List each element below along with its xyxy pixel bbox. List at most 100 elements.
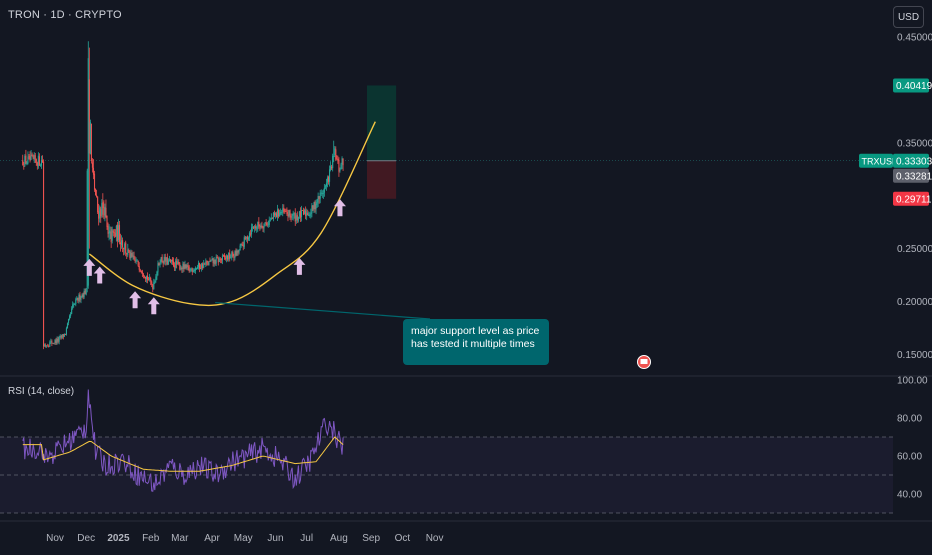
candle-body bbox=[322, 192, 324, 194]
candle-body bbox=[204, 263, 206, 265]
candle-body bbox=[190, 268, 192, 270]
candle-body bbox=[297, 216, 299, 221]
candle-body bbox=[329, 169, 331, 182]
candle-body bbox=[90, 123, 92, 161]
candle-body bbox=[326, 177, 329, 183]
candle-body bbox=[316, 202, 318, 205]
rsi-tick-label: 60.00 bbox=[897, 452, 922, 463]
candle-body bbox=[175, 261, 177, 268]
candle-body bbox=[318, 196, 320, 200]
rsi-pane bbox=[0, 389, 893, 514]
rsi-ma-line[interactable] bbox=[22, 436, 344, 472]
candle-body bbox=[159, 263, 161, 265]
support-arrows bbox=[83, 199, 651, 369]
candle-body bbox=[80, 297, 82, 300]
candle-body bbox=[230, 257, 232, 259]
candle-body bbox=[36, 162, 38, 166]
candle-body bbox=[304, 209, 306, 215]
candle-body bbox=[206, 261, 208, 263]
candle-body bbox=[129, 251, 131, 259]
symbol-tag[interactable]: TRXUSD bbox=[862, 156, 900, 166]
candle-body bbox=[311, 205, 313, 214]
time-tick-label: May bbox=[234, 533, 253, 544]
candle-body bbox=[23, 166, 25, 168]
candle-body bbox=[182, 263, 184, 270]
candle-body bbox=[309, 214, 311, 216]
price-tick-label: 0.25000 bbox=[897, 244, 932, 255]
candle-body bbox=[331, 166, 333, 169]
candle-body bbox=[327, 176, 330, 182]
up-arrow-icon[interactable] bbox=[83, 258, 96, 276]
candle-body bbox=[201, 263, 203, 269]
candle-body bbox=[30, 155, 32, 160]
candle-body bbox=[320, 192, 322, 194]
candle-body bbox=[96, 195, 98, 197]
candle-body bbox=[213, 259, 215, 264]
candle-body bbox=[177, 261, 179, 265]
position-target-zone[interactable] bbox=[367, 85, 397, 161]
candle-body bbox=[98, 211, 100, 219]
up-arrow-icon[interactable] bbox=[147, 297, 160, 315]
candle-body bbox=[195, 268, 197, 270]
candle-body bbox=[104, 206, 106, 217]
up-arrow-icon[interactable] bbox=[129, 291, 142, 309]
support-curve-line[interactable] bbox=[88, 121, 376, 307]
candle-body bbox=[273, 213, 275, 216]
candle-body bbox=[319, 192, 321, 199]
candle-body bbox=[151, 281, 153, 285]
position-stop-zone[interactable] bbox=[367, 160, 397, 199]
candle-body bbox=[173, 261, 175, 266]
target-price-label-bg bbox=[893, 78, 929, 93]
time-tick-label: Mar bbox=[171, 533, 189, 544]
candle-body bbox=[50, 341, 52, 343]
prev-price-bg bbox=[893, 168, 929, 183]
up-arrow-icon[interactable] bbox=[93, 266, 106, 284]
candle-body bbox=[277, 209, 279, 218]
candle-body bbox=[123, 247, 125, 249]
up-arrow-icon[interactable] bbox=[333, 199, 346, 217]
annotation-callout[interactable]: major support level as price has tested … bbox=[403, 319, 549, 365]
candle-body bbox=[133, 255, 135, 260]
candle-body bbox=[150, 277, 152, 282]
candle-body bbox=[47, 345, 49, 347]
price-tick-label: 0.35000 bbox=[897, 138, 932, 149]
candle-body bbox=[93, 173, 96, 190]
candle-body bbox=[183, 264, 185, 269]
candle-body bbox=[142, 274, 144, 276]
candle-body bbox=[212, 258, 214, 263]
candle-body bbox=[187, 265, 189, 267]
candle-body bbox=[79, 294, 81, 300]
candle-body bbox=[31, 154, 33, 156]
candle-body bbox=[208, 261, 210, 266]
candle-body bbox=[186, 265, 188, 269]
candle-body bbox=[209, 260, 211, 262]
candle-body bbox=[219, 258, 221, 260]
candle-body bbox=[152, 284, 154, 289]
rsi-tick-label: 80.00 bbox=[897, 414, 922, 425]
price-tick-label: 0.15000 bbox=[897, 350, 932, 361]
candle-body bbox=[107, 226, 109, 234]
candle-body bbox=[178, 261, 180, 264]
candle-body bbox=[196, 266, 199, 269]
candle-body bbox=[246, 236, 248, 240]
last-price-label: 0.33303 bbox=[896, 156, 932, 167]
candle-body bbox=[265, 222, 267, 224]
candle-body bbox=[115, 225, 117, 237]
candle-body bbox=[281, 211, 283, 213]
candle-body bbox=[56, 338, 58, 344]
up-arrow-icon[interactable] bbox=[293, 257, 306, 275]
time-tick-label: Nov bbox=[46, 533, 64, 544]
candle-body bbox=[51, 341, 53, 344]
rsi-tick-label: 100.00 bbox=[897, 376, 928, 387]
currency-button[interactable]: USD bbox=[893, 6, 924, 28]
candle-body bbox=[264, 222, 266, 223]
candle-body bbox=[58, 337, 60, 342]
candle-body bbox=[170, 259, 173, 262]
rsi-indicator-label[interactable]: RSI (14, close) bbox=[8, 386, 75, 397]
prev-price-label: 0.33281 bbox=[896, 171, 932, 182]
candle-body bbox=[156, 271, 158, 277]
candle-body bbox=[336, 158, 338, 160]
rsi-line[interactable] bbox=[22, 389, 344, 492]
